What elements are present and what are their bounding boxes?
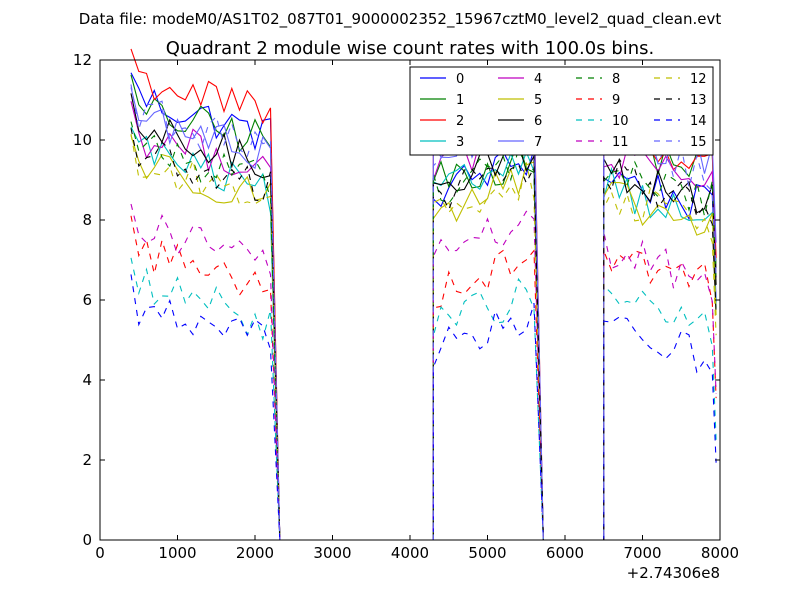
y-tick-label: 0 xyxy=(82,531,92,549)
x-tick-label: 4000 xyxy=(391,544,429,562)
legend-box xyxy=(409,66,714,156)
x-tick-label: 7000 xyxy=(623,544,661,562)
x-tick-label: 6000 xyxy=(546,544,584,562)
legend-label-2: 2 xyxy=(456,114,464,129)
suptitle: Data file: modeM0/AS1T02_087T01_90000023… xyxy=(79,10,722,29)
series-line-14 xyxy=(130,274,717,541)
legend-label-7: 7 xyxy=(534,135,542,150)
legend-label-9: 9 xyxy=(612,93,620,108)
x-tick-label: 2000 xyxy=(236,544,274,562)
legend-label-15: 15 xyxy=(690,135,707,150)
series-line-5 xyxy=(130,135,717,541)
y-tick-label: 12 xyxy=(73,51,92,69)
legend-label-1: 1 xyxy=(456,93,464,108)
series-line-10 xyxy=(130,257,717,541)
axis-ticks: 0 1000 2000 3000 4000 5000 6000 7000 80000246810… xyxy=(73,51,739,562)
legend-label-5: 5 xyxy=(534,93,542,108)
legend-label-4: 4 xyxy=(534,72,542,87)
series-line-6 xyxy=(130,93,717,541)
y-tick-label: 6 xyxy=(82,291,92,309)
x-tick-label: 1000 xyxy=(158,544,196,562)
y-tick-label: 8 xyxy=(82,211,92,229)
series-line-0 xyxy=(130,72,717,541)
series-line-8 xyxy=(130,121,717,541)
legend-label-10: 10 xyxy=(612,114,629,129)
series-line-3 xyxy=(130,126,717,541)
x-tick-label: 5000 xyxy=(468,544,506,562)
series-line-11 xyxy=(130,203,717,541)
legend-label-11: 11 xyxy=(612,135,629,150)
legend-label-14: 14 xyxy=(690,114,707,129)
x-tick-label: 8000 xyxy=(701,544,739,562)
series-line-12 xyxy=(130,134,717,541)
chart-title: Quadrant 2 module wise count rates with … xyxy=(166,38,655,59)
series-line-9 xyxy=(130,215,717,541)
y-tick-label: 2 xyxy=(82,451,92,469)
legend-label-0: 0 xyxy=(456,72,464,87)
legend-label-12: 12 xyxy=(690,72,707,87)
y-tick-label: 4 xyxy=(82,371,92,389)
series-line-13 xyxy=(130,128,717,541)
legend-label-6: 6 xyxy=(534,114,542,129)
x-tick-label: 3000 xyxy=(313,544,351,562)
legend-label-8: 8 xyxy=(612,72,620,87)
y-tick-label: 10 xyxy=(73,131,92,149)
legend-label-13: 13 xyxy=(690,93,707,108)
x-tick-label: 0 xyxy=(95,544,105,562)
x-offset-label: +2.74306e8 xyxy=(627,564,720,582)
legend-label-3: 3 xyxy=(456,135,464,150)
